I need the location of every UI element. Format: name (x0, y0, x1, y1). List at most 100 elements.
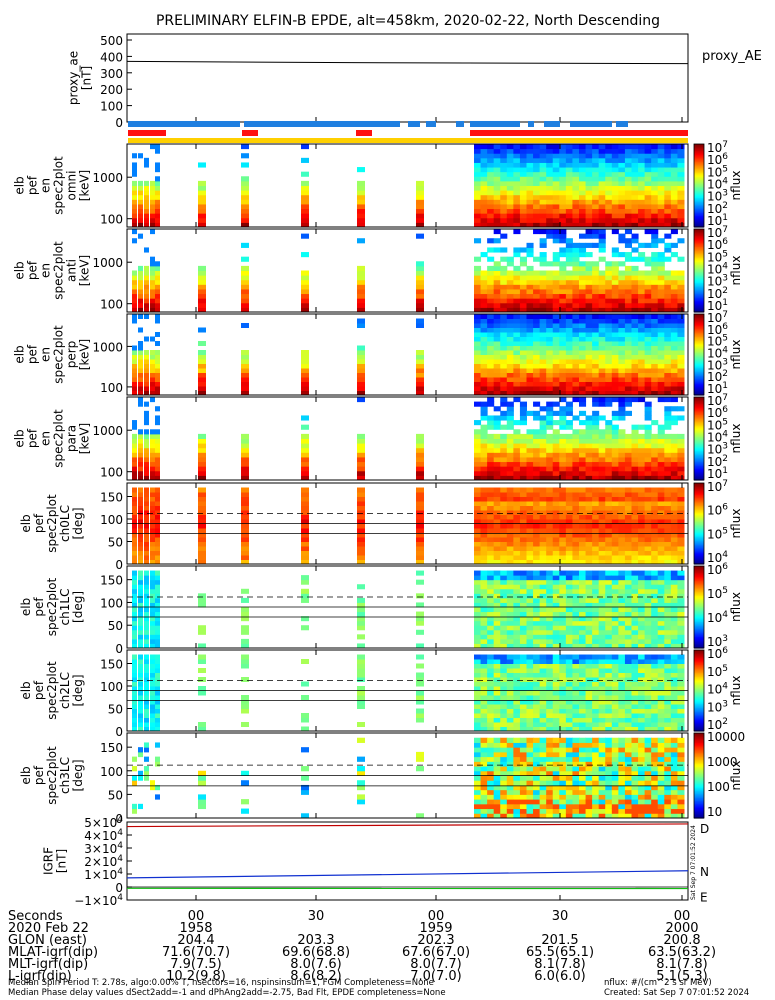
anti-cell (519, 288, 527, 295)
ch1LC-cell (631, 634, 639, 640)
anti-cell (150, 284, 155, 290)
perp-colorbar-cell (694, 334, 704, 337)
ch1LC-cell (611, 579, 619, 585)
anti-cell (474, 238, 482, 244)
ch0LC-cell (474, 537, 482, 542)
anti-cell (506, 275, 514, 281)
perp-cell (657, 372, 665, 378)
para-cell (493, 470, 501, 476)
anti-cell (624, 275, 632, 281)
perp-cell (651, 314, 659, 319)
para-colorbar-cell (694, 398, 704, 401)
para-cell (539, 447, 547, 453)
ch0LC-cell (552, 541, 560, 547)
para-colorbar-cell (694, 406, 704, 409)
ch2LC-cell (155, 677, 160, 682)
para-cell (533, 401, 541, 407)
para-cell (539, 470, 547, 476)
perp-cell (598, 327, 606, 333)
ch1LC-cell (416, 593, 424, 599)
ch0LC-cell (138, 496, 143, 502)
omni-cell (670, 199, 678, 205)
ch2LC-cell (572, 681, 580, 687)
ch1LC-cell (565, 570, 573, 576)
anti-cell (552, 229, 560, 235)
omni-cell (585, 190, 593, 196)
ch2LC-cell (519, 708, 527, 714)
ch1LC-cell (644, 629, 652, 635)
omni-cell (526, 199, 534, 205)
ch0LC-cell (565, 546, 573, 551)
ylabel-line: en (39, 431, 53, 446)
anti-cell (480, 270, 488, 276)
anti-cell (644, 293, 652, 299)
omni-colorbar-cell (694, 220, 704, 223)
anti-cell (598, 242, 606, 248)
ch0LC-cell (592, 541, 600, 547)
omni-cell (487, 176, 495, 182)
omni-cell (552, 190, 560, 196)
ch0LC-cell (657, 528, 665, 533)
ch0LC-cell (155, 496, 160, 502)
ch1LC-cell (579, 620, 587, 626)
ch2LC-cell (598, 722, 606, 727)
omni-cell (624, 167, 632, 173)
omni-colorbar-cell (694, 156, 704, 159)
ch0LC-cell (474, 555, 482, 560)
ch2LC-cell (513, 677, 521, 682)
ch0LC-cell (416, 559, 424, 565)
para-colorbar-tick: 107 (707, 393, 728, 408)
ch1LC-cell (670, 593, 678, 599)
perp-colorbar-cell (694, 380, 704, 383)
omni-cell (526, 167, 534, 173)
ylabel-line: elb (13, 176, 27, 194)
para-cell (155, 415, 160, 421)
ch2LC-cell (138, 722, 143, 727)
para-cell (155, 438, 160, 444)
perp-cell (533, 377, 541, 382)
anti-cell (150, 261, 155, 267)
ch1LC-cell (552, 584, 560, 590)
ch2LC-cell (132, 668, 137, 673)
perp-cell (506, 354, 514, 360)
ch1LC-colorbar-cell (694, 632, 704, 635)
ch1LC-cell (500, 575, 508, 581)
ch1LC-cell (592, 575, 600, 581)
anti-cell (657, 279, 665, 285)
ch0LC-cell (198, 528, 206, 533)
perp-cell (539, 372, 547, 378)
ch0LC-cell (664, 528, 672, 533)
perp-cell (592, 327, 600, 333)
ch1LC-cell (155, 638, 160, 644)
ch1LC-cell (138, 643, 143, 649)
perp-colorbar-cell (694, 316, 704, 319)
perp-cell (651, 381, 659, 387)
ch0LC-cell (670, 546, 678, 551)
ch1LC-cell (533, 611, 541, 617)
ch1LC-cell (644, 602, 652, 608)
omni-cell (664, 199, 672, 205)
ch0LC-cell (657, 546, 665, 551)
omni-cell (572, 157, 580, 163)
anti-cell (150, 279, 155, 285)
ch2LC-cell (592, 659, 600, 664)
ch0LC-cell (513, 559, 521, 565)
ch0LC-cell (598, 541, 606, 547)
perp-cell (138, 327, 143, 333)
omni-cell (657, 213, 665, 219)
omni-cell (644, 157, 652, 163)
ch0LC-cell (301, 555, 309, 560)
para-cell (301, 466, 309, 472)
anti-cell (579, 261, 587, 267)
ylabel-line: spec2plot (52, 156, 66, 215)
ch2LC-cell (132, 695, 137, 700)
para-colorbar-cell (694, 402, 704, 405)
anti-cell (474, 265, 482, 271)
para-cell (585, 447, 593, 453)
ch1LC-colorbar-cell (694, 645, 704, 648)
ch2LC-cell (155, 659, 160, 664)
anti-cell (416, 270, 424, 276)
ch0LC-cell (618, 537, 626, 542)
ch0LC-cell (624, 550, 632, 556)
perp-colorbar-cell (694, 389, 704, 392)
